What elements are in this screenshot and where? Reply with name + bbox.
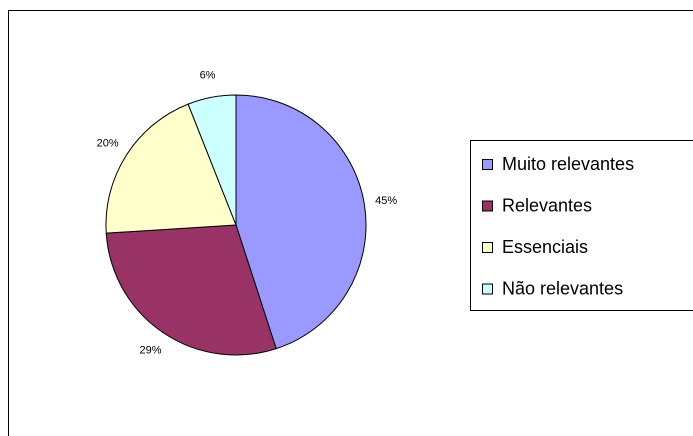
data-label: 45% bbox=[375, 195, 397, 207]
legend-box bbox=[470, 140, 693, 311]
pie-slice bbox=[105, 224, 277, 356]
legend-label: Muito relevantes bbox=[502, 154, 634, 174]
pie-slice bbox=[105, 103, 237, 234]
legend-label: Essenciais bbox=[502, 237, 588, 257]
data-label: 6% bbox=[200, 70, 216, 82]
legend-swatch bbox=[482, 242, 493, 253]
legend-swatch bbox=[482, 283, 493, 295]
pie-slice bbox=[235, 94, 367, 350]
legend-label: Não relevantes bbox=[502, 278, 623, 298]
data-label: 20% bbox=[97, 137, 119, 149]
pie-slice bbox=[187, 94, 237, 226]
data-label: 29% bbox=[140, 345, 162, 357]
legend-swatch bbox=[482, 159, 493, 170]
legend-swatch bbox=[482, 200, 493, 212]
legend-label: Relevantes bbox=[502, 195, 592, 215]
